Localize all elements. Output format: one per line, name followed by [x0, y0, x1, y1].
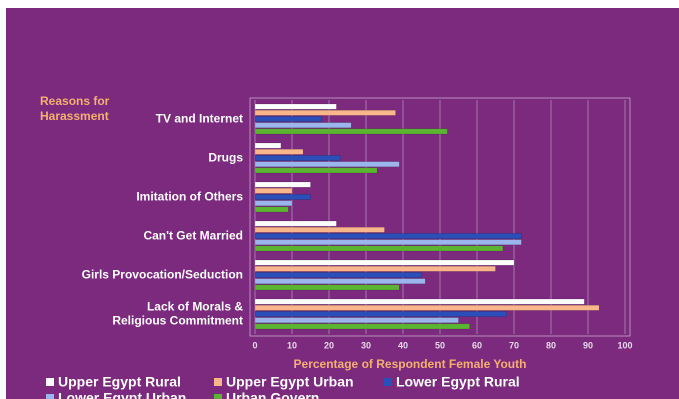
bar: [254, 200, 293, 207]
y-tick-label: Girls Provocation/Seduction: [82, 268, 243, 282]
background: [6, 8, 679, 399]
x-tick-label: 80: [546, 340, 556, 350]
bar: [254, 103, 337, 110]
bar: [254, 233, 522, 239]
legend-swatch: [214, 378, 222, 386]
bar: [254, 116, 322, 122]
x-tick-label: 40: [398, 340, 408, 350]
bar: [254, 239, 522, 246]
x-tick-label: 90: [583, 340, 593, 350]
bar: [254, 181, 311, 188]
legend-label: Lower Egypt Rural: [396, 374, 520, 390]
x-tick-label: 50: [435, 340, 445, 350]
bar: [254, 194, 311, 200]
bar: [254, 226, 385, 233]
bar: [254, 284, 400, 291]
x-tick-label: 30: [361, 340, 371, 350]
legend-label: Upper Egypt Rural: [58, 374, 181, 390]
chart-title: Reasons for Harassment: [40, 94, 110, 123]
bar: [254, 245, 504, 252]
x-tick-label: 70: [509, 340, 519, 350]
bar: [254, 265, 496, 272]
x-tick-label: 60: [472, 340, 482, 350]
x-tick-label: 10: [287, 340, 297, 350]
bar: [254, 167, 378, 174]
bar: [254, 311, 507, 317]
y-tick-label: TV and Internet: [156, 112, 243, 126]
x-tick-label: 20: [324, 340, 334, 350]
legend-swatch: [214, 394, 222, 399]
plot-frame: [249, 97, 631, 337]
bar: [254, 155, 341, 161]
bar: [254, 220, 337, 227]
bar: [254, 161, 400, 168]
bar: [254, 206, 289, 213]
bar: [254, 122, 352, 129]
bar: [254, 259, 515, 266]
legend-label: Lower Egypt Urban: [58, 390, 186, 399]
bar: [254, 128, 448, 135]
x-tick-label: 100: [617, 340, 632, 350]
legend-swatch: [46, 394, 54, 399]
legend-swatch: [46, 378, 54, 386]
y-tick-label: Drugs: [208, 151, 243, 165]
x-tick-label: 0: [252, 340, 257, 350]
y-tick-label: Imitation of Others: [136, 190, 243, 204]
legend-label: Urban Govern: [226, 390, 319, 399]
bar: [254, 148, 304, 155]
bar: [254, 187, 293, 194]
bar: [254, 317, 459, 324]
bar: [254, 109, 396, 116]
legend-swatch: [384, 378, 392, 386]
bar: [254, 278, 426, 285]
bar: [254, 272, 422, 278]
x-axis-title: Percentage of Respondent Female Youth: [294, 357, 527, 371]
bar: [254, 323, 470, 330]
y-tick-label: Lack of Morals & Religious Commitment: [112, 300, 243, 328]
y-tick-label: Can't Get Married: [143, 229, 243, 243]
bar: [254, 304, 600, 311]
bar: [254, 142, 282, 149]
bar: [254, 298, 585, 305]
legend-label: Upper Egypt Urban: [226, 374, 354, 390]
